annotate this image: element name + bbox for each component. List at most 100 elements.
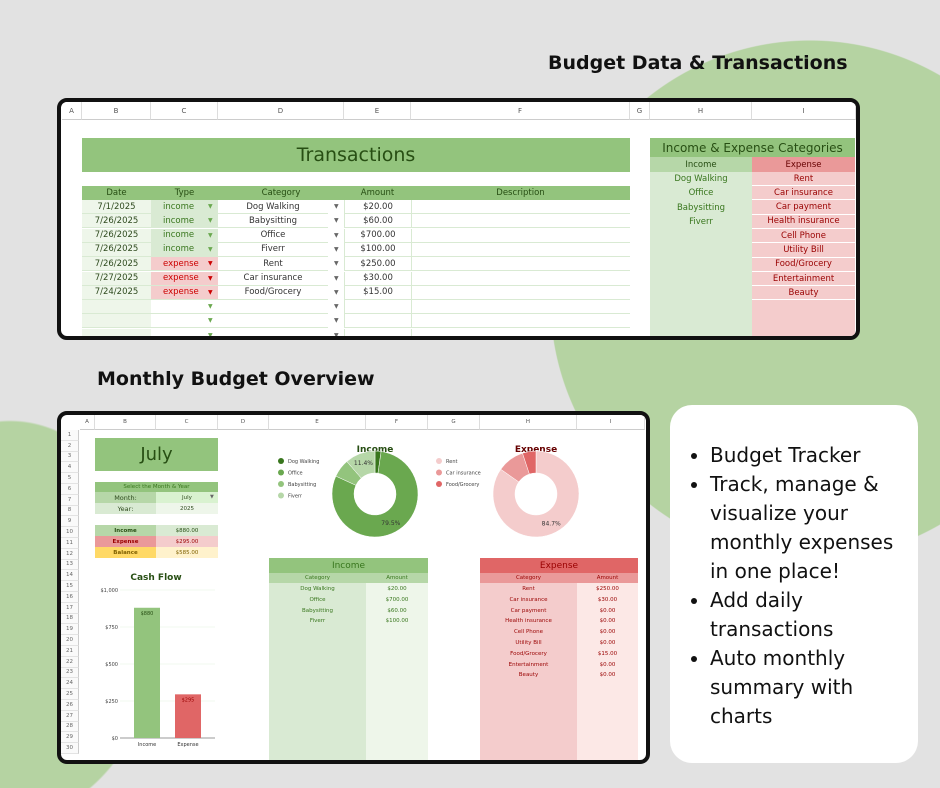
category-dropdown[interactable] bbox=[218, 329, 328, 336]
chevron-down-icon[interactable]: ▼ bbox=[334, 245, 339, 253]
row-number[interactable]: 24 bbox=[61, 678, 79, 690]
type-dropdown[interactable]: expense bbox=[151, 285, 218, 300]
date-cell[interactable] bbox=[82, 300, 151, 315]
row-number[interactable]: 30 bbox=[61, 743, 79, 754]
date-cell[interactable]: 7/1/2025 bbox=[82, 200, 151, 214]
date-cell[interactable] bbox=[82, 328, 151, 336]
chevron-down-icon[interactable]: ▼ bbox=[334, 231, 339, 239]
column-header[interactable]: A bbox=[62, 102, 82, 120]
row-number[interactable]: 16 bbox=[61, 592, 79, 603]
row-number[interactable]: 6 bbox=[61, 484, 79, 495]
chevron-down-icon[interactable]: ▼ bbox=[334, 288, 339, 296]
column-header[interactable]: B bbox=[95, 415, 156, 430]
type-dropdown[interactable]: income bbox=[151, 228, 218, 243]
column-header[interactable]: I bbox=[577, 415, 645, 430]
description-cell[interactable] bbox=[411, 300, 630, 315]
chevron-down-icon[interactable]: ▼ bbox=[334, 203, 339, 210]
row-number[interactable]: 1 bbox=[61, 430, 79, 441]
row-number[interactable]: 8 bbox=[61, 505, 79, 517]
type-dropdown[interactable] bbox=[151, 314, 218, 329]
category-dropdown[interactable]: Dog Walking bbox=[218, 200, 328, 214]
column-header[interactable]: D bbox=[218, 102, 344, 120]
chevron-down-icon[interactable]: ▼ bbox=[208, 317, 213, 325]
description-cell[interactable] bbox=[411, 271, 630, 286]
chevron-down-icon[interactable]: ▼ bbox=[334, 217, 339, 225]
date-cell[interactable]: 7/26/2025 bbox=[82, 228, 151, 243]
column-header[interactable]: G bbox=[630, 102, 650, 120]
row-number[interactable]: 19 bbox=[61, 624, 79, 636]
column-header[interactable]: C bbox=[156, 415, 218, 430]
column-header[interactable]: G bbox=[428, 415, 480, 430]
row-number[interactable]: 2 bbox=[61, 440, 79, 452]
column-header[interactable]: H bbox=[650, 102, 752, 120]
date-cell[interactable] bbox=[82, 314, 151, 329]
row-number[interactable]: 27 bbox=[61, 710, 79, 722]
row-number[interactable]: 12 bbox=[61, 548, 79, 560]
column-header[interactable]: B bbox=[82, 102, 151, 120]
column-header[interactable]: D bbox=[218, 415, 269, 430]
type-dropdown[interactable]: income bbox=[151, 214, 218, 229]
chevron-down-icon[interactable]: ▼ bbox=[334, 274, 339, 282]
type-dropdown[interactable]: expense bbox=[151, 257, 218, 272]
column-header[interactable]: C bbox=[151, 102, 218, 120]
chevron-down-icon[interactable]: ▼ bbox=[334, 331, 339, 339]
type-dropdown[interactable] bbox=[151, 300, 218, 315]
row-number[interactable]: 22 bbox=[61, 656, 79, 668]
row-number[interactable]: 28 bbox=[61, 721, 79, 733]
amount-cell[interactable] bbox=[344, 314, 411, 329]
category-dropdown[interactable] bbox=[218, 300, 328, 315]
row-number[interactable]: 7 bbox=[61, 494, 79, 506]
description-cell[interactable] bbox=[411, 200, 630, 214]
description-cell[interactable] bbox=[411, 257, 630, 272]
chevron-down-icon[interactable]: ▼ bbox=[208, 217, 213, 225]
amount-cell[interactable] bbox=[344, 300, 411, 315]
category-dropdown[interactable]: Babysitting bbox=[218, 214, 328, 229]
amount-cell[interactable]: $30.00 bbox=[344, 271, 411, 286]
row-number[interactable]: 14 bbox=[61, 570, 79, 582]
month-dropdown[interactable]: July bbox=[156, 492, 218, 503]
type-dropdown[interactable]: expense bbox=[151, 271, 218, 286]
description-cell[interactable] bbox=[411, 314, 630, 329]
amount-cell[interactable] bbox=[344, 328, 411, 336]
column-header[interactable]: H bbox=[480, 415, 577, 430]
row-number[interactable]: 21 bbox=[61, 646, 79, 657]
chevron-down-icon[interactable]: ▼ bbox=[210, 494, 214, 500]
chevron-down-icon[interactable]: ▼ bbox=[208, 303, 213, 311]
category-dropdown[interactable]: Rent bbox=[218, 257, 328, 272]
row-number[interactable]: 18 bbox=[61, 613, 79, 625]
row-number[interactable]: 11 bbox=[61, 538, 79, 549]
type-dropdown[interactable]: income bbox=[151, 242, 218, 257]
column-header[interactable]: A bbox=[80, 415, 95, 430]
category-dropdown[interactable]: Fiverr bbox=[218, 243, 328, 257]
amount-cell[interactable]: $20.00 bbox=[344, 200, 411, 214]
row-number[interactable]: 5 bbox=[61, 473, 79, 484]
row-number[interactable]: 25 bbox=[61, 689, 79, 700]
date-cell[interactable]: 7/26/2025 bbox=[82, 214, 151, 229]
column-header[interactable]: E bbox=[344, 102, 411, 120]
type-dropdown[interactable] bbox=[151, 328, 218, 336]
amount-cell[interactable]: $15.00 bbox=[344, 285, 411, 300]
chevron-down-icon[interactable]: ▼ bbox=[334, 317, 339, 325]
row-number[interactable]: 15 bbox=[61, 581, 79, 592]
row-number[interactable]: 10 bbox=[61, 527, 79, 538]
year-input[interactable]: 2025 bbox=[156, 503, 218, 514]
description-cell[interactable] bbox=[411, 214, 630, 229]
chevron-down-icon[interactable]: ▼ bbox=[208, 231, 213, 239]
category-dropdown[interactable]: Office bbox=[218, 229, 328, 243]
chevron-down-icon[interactable]: ▼ bbox=[334, 303, 339, 311]
row-number[interactable]: 29 bbox=[61, 732, 79, 744]
date-cell[interactable]: 7/24/2025 bbox=[82, 285, 151, 300]
date-cell[interactable]: 7/27/2025 bbox=[82, 271, 151, 286]
row-number[interactable]: 26 bbox=[61, 700, 79, 711]
column-header[interactable]: F bbox=[366, 415, 428, 430]
type-dropdown[interactable]: income bbox=[151, 200, 218, 214]
row-number[interactable]: 3 bbox=[61, 451, 79, 463]
column-header[interactable]: E bbox=[269, 415, 366, 430]
description-cell[interactable] bbox=[411, 242, 630, 257]
column-header[interactable]: F bbox=[411, 102, 630, 120]
chevron-down-icon[interactable]: ▼ bbox=[334, 260, 339, 268]
chevron-down-icon[interactable]: ▼ bbox=[208, 203, 213, 210]
date-cell[interactable]: 7/26/2025 bbox=[82, 257, 151, 272]
description-cell[interactable] bbox=[411, 228, 630, 243]
column-header[interactable]: I bbox=[752, 102, 856, 120]
